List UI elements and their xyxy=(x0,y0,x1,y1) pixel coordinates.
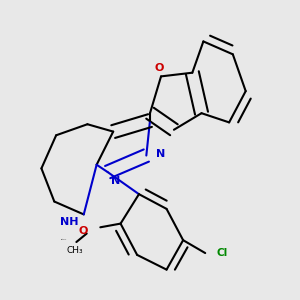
Text: O: O xyxy=(154,63,164,73)
Text: CH₃: CH₃ xyxy=(66,246,83,255)
Text: O: O xyxy=(78,226,87,236)
Text: N: N xyxy=(155,149,165,159)
Text: Cl: Cl xyxy=(216,248,227,258)
Text: N: N xyxy=(111,176,120,186)
Text: NH: NH xyxy=(60,218,78,227)
Text: methoxy: methoxy xyxy=(60,239,67,240)
